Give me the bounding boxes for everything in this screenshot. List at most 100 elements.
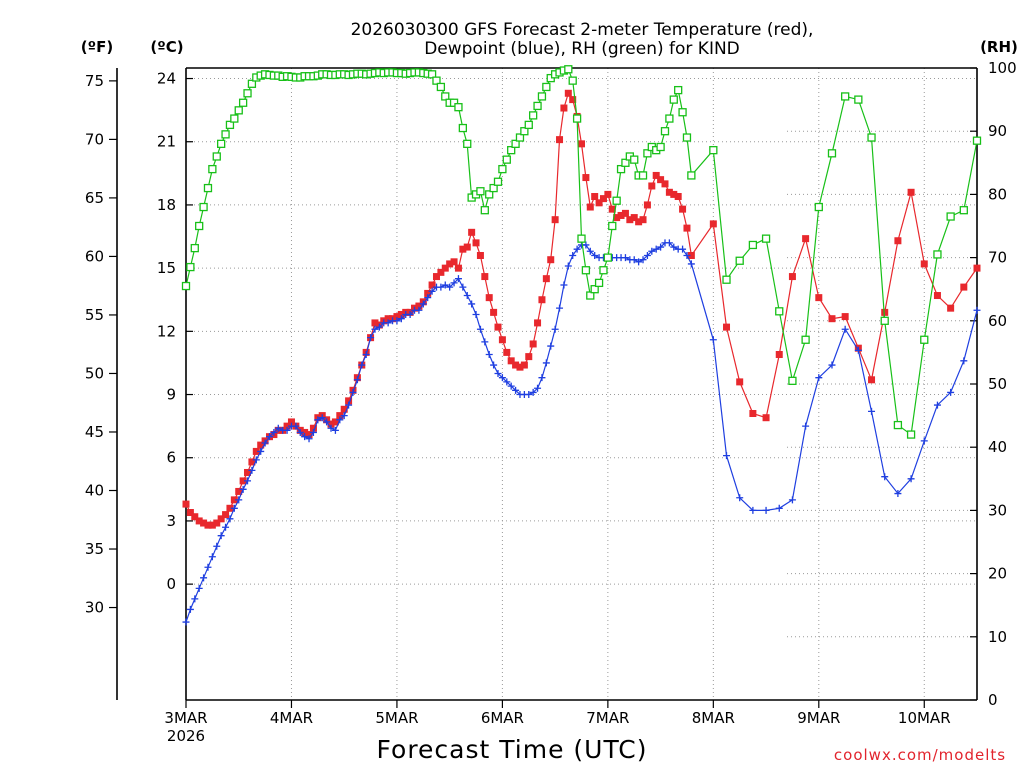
dewpoint-point <box>481 338 489 346</box>
2-meter-temperature-point <box>595 199 603 207</box>
2-meter-temperature-point <box>182 500 190 508</box>
dewpoint-point <box>749 506 757 514</box>
2-meter-temperature-point <box>604 190 612 198</box>
rh-point <box>454 103 463 112</box>
2-meter-temperature-point <box>578 140 585 148</box>
dewpoint-point <box>582 241 590 249</box>
2-meter-temperature-point <box>301 428 309 436</box>
2-meter-temperature-point <box>397 310 405 318</box>
2-meter-temperature-point <box>547 256 555 264</box>
dewpoint-point <box>868 407 876 415</box>
rh-point <box>225 120 235 130</box>
rh-point <box>656 142 665 152</box>
dewpoint-point <box>485 351 493 359</box>
2-meter-temperature-point <box>802 235 810 243</box>
x-tick-label: 7MAR <box>586 709 629 727</box>
rh-point <box>564 65 573 74</box>
rh-point <box>669 95 678 104</box>
dewpoint-point <box>244 477 252 485</box>
rh-point <box>788 376 797 385</box>
2-meter-temperature-point <box>591 193 599 201</box>
dewpoint-point <box>476 325 484 333</box>
2-meter-temperature-point <box>305 431 313 439</box>
2-meter-temperature-point <box>652 171 660 179</box>
dewpoint-point <box>204 563 212 571</box>
2-meter-temperature-point <box>244 468 252 476</box>
rh-point <box>630 155 639 164</box>
2-meter-temperature-series <box>182 89 981 529</box>
dewpoint-point <box>415 306 423 314</box>
dewpoint-point <box>538 374 546 382</box>
2-meter-temperature-point <box>841 313 849 321</box>
2-meter-temperature-point <box>599 195 607 203</box>
celsius-tick-label: 18 <box>157 196 176 214</box>
rh-tick-label: 40 <box>988 438 1007 456</box>
rh-point <box>880 316 889 325</box>
dewpoint-point <box>239 485 247 493</box>
rh-tick-label: 10 <box>988 628 1007 646</box>
rh-point <box>427 70 437 79</box>
dewpoint-point <box>345 401 353 409</box>
dewpoint-point <box>261 439 269 447</box>
dewpoint-point <box>309 428 317 436</box>
dewpoint-point <box>828 361 836 369</box>
celsius-tick-label: 6 <box>166 449 176 467</box>
2-meter-temperature-point <box>463 243 471 251</box>
2-meter-temperature-point <box>235 487 243 495</box>
fahrenheit-tick-label: 35 <box>85 540 104 558</box>
dewpoint-point <box>222 523 230 531</box>
2-meter-temperature-point <box>345 397 353 405</box>
2-meter-temperature-point <box>446 260 454 268</box>
rh-point <box>687 171 696 180</box>
dewpoint-point <box>384 319 392 327</box>
celsius-tick-label: 0 <box>166 575 176 593</box>
2-meter-temperature-line <box>185 91 978 526</box>
dewpoint-point <box>709 336 717 344</box>
x-axis-year-label: 2026 <box>167 727 205 745</box>
2-meter-temperature-point <box>454 264 462 272</box>
dewpoint-point <box>788 496 796 504</box>
rh-point <box>665 114 674 123</box>
rh-point <box>643 149 652 158</box>
2-meter-temperature-point <box>222 511 230 519</box>
2-meter-temperature-point <box>468 228 476 236</box>
2-meter-temperature-point <box>191 513 199 521</box>
x-tick-label: 5MAR <box>375 709 418 727</box>
dewpoint-point <box>560 281 568 289</box>
2-meter-temperature-point <box>749 409 757 417</box>
dewpoint-point <box>723 452 731 460</box>
rh-point <box>190 243 199 253</box>
dewpoint-point <box>349 388 357 396</box>
2-meter-temperature-point <box>204 521 212 529</box>
2-meter-temperature-point <box>476 251 484 259</box>
2-meter-temperature-point <box>621 209 629 217</box>
dewpoint-point <box>665 239 673 247</box>
2-meter-temperature-point <box>208 521 216 529</box>
rh-point <box>203 183 213 193</box>
dewpoint-point <box>679 245 687 253</box>
rh-point <box>243 89 252 98</box>
dewpoint-point <box>305 435 313 443</box>
rh-point <box>678 108 687 117</box>
rh-point <box>638 171 648 180</box>
rh-point <box>586 291 595 300</box>
x-tick-label: 10MAR <box>898 709 951 727</box>
2-meter-temperature-point <box>679 205 687 213</box>
dewpoint-point <box>894 490 902 498</box>
dewpoint-point <box>428 287 436 295</box>
celsius-tick-label: 9 <box>166 386 176 404</box>
dewpoint-point <box>459 283 467 291</box>
2-meter-temperature-point <box>665 188 673 196</box>
rh-point <box>217 139 226 148</box>
rh-point <box>230 114 239 123</box>
2-meter-temperature-point <box>498 336 506 344</box>
2-meter-temperature-point <box>503 348 511 356</box>
2-meter-temperature-point <box>907 188 915 196</box>
dewpoint-point <box>573 245 581 253</box>
rh-tick-label: 90 <box>988 122 1007 140</box>
dewpoint-point <box>340 412 348 420</box>
2-meter-temperature-point <box>200 519 208 527</box>
rh-point <box>502 155 511 164</box>
rh-point <box>476 187 485 196</box>
rh-point <box>511 139 520 148</box>
